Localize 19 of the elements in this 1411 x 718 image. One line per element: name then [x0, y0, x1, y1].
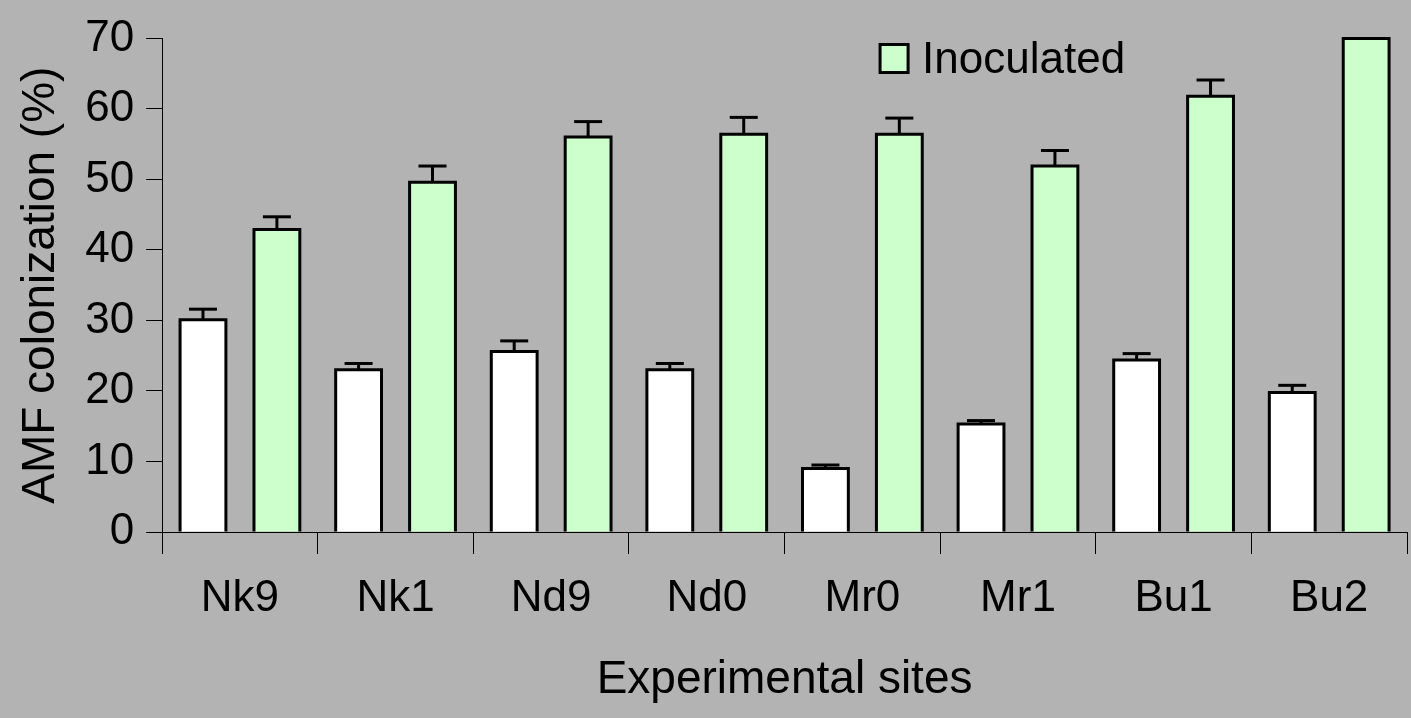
x-tick-label: Mr0 — [824, 570, 901, 620]
y-tick-label: 20 — [85, 363, 135, 413]
y-tick-label: 40 — [85, 222, 135, 272]
x-tick-label: Nk1 — [356, 570, 435, 620]
y-tick-label: 70 — [85, 10, 135, 60]
x-tick-label: Nd9 — [510, 570, 592, 620]
x-tick-label: Bu1 — [1134, 570, 1213, 620]
y-tick-label: 60 — [85, 81, 135, 131]
x-tick-label: Nd0 — [666, 570, 748, 620]
x-tick-label: Mr1 — [980, 570, 1056, 620]
y-axis-title: AMF colonization (%) — [12, 66, 65, 504]
legend-label: Inoculated — [922, 32, 1126, 82]
x-tick-label: Nk9 — [200, 570, 280, 620]
y-tick-label: 10 — [85, 433, 135, 483]
y-tick-label: 0 — [109, 504, 135, 554]
y-tick-label: 50 — [85, 151, 135, 201]
x-tick-label: Bu2 — [1290, 570, 1369, 620]
y-tick-label: 30 — [85, 292, 135, 342]
x-axis-title: Experimental sites — [596, 651, 973, 704]
